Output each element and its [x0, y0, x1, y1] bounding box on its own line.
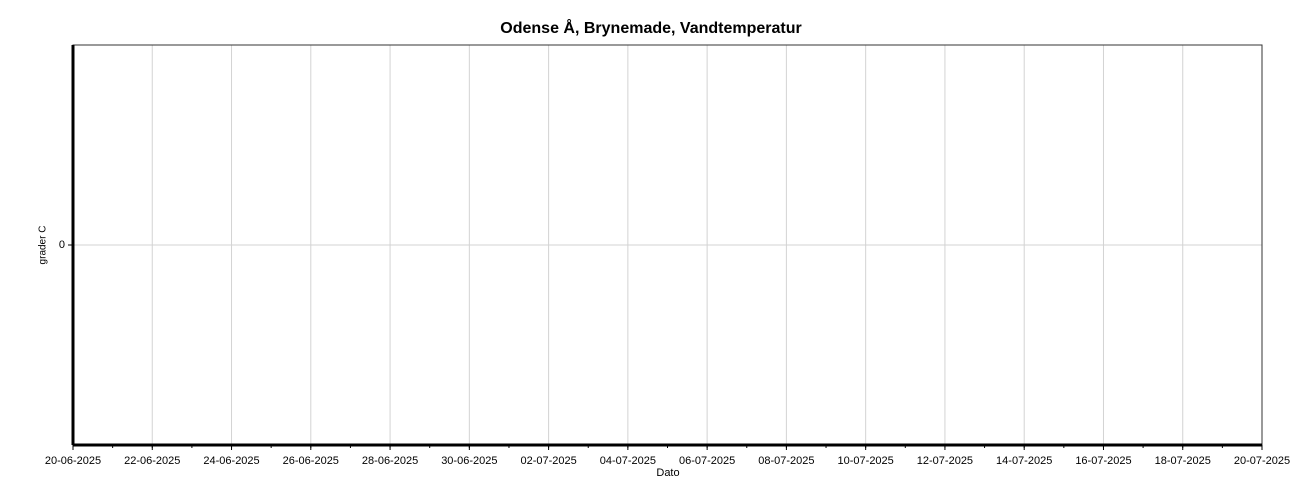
x-tick-label: 14-07-2025 [996, 455, 1052, 467]
x-tick-label: 22-06-2025 [124, 455, 180, 467]
x-tick-label: 18-07-2025 [1155, 455, 1211, 467]
x-axis-label: Dato [656, 467, 679, 479]
x-tick-label: 10-07-2025 [838, 455, 894, 467]
x-tick-label: 24-06-2025 [203, 455, 259, 467]
chart-title: Odense Å, Brynemade, Vandtemperatur [500, 18, 801, 37]
x-tick-label: 08-07-2025 [758, 455, 814, 467]
x-tick-label: 04-07-2025 [600, 455, 656, 467]
x-tick-label: 16-07-2025 [1075, 455, 1131, 467]
x-tick-label: 02-07-2025 [520, 455, 576, 467]
x-tick-label: 30-06-2025 [441, 455, 497, 467]
x-tick-label: 06-07-2025 [679, 455, 735, 467]
x-tick-label: 26-06-2025 [283, 455, 339, 467]
x-tick-label: 20-06-2025 [45, 455, 101, 467]
y-axis-label: grader C [38, 226, 49, 265]
grid [72, 45, 1263, 445]
x-tick-label: 12-07-2025 [917, 455, 973, 467]
y-tick-label: 0 [59, 239, 65, 251]
x-tick-label: 20-07-2025 [1234, 455, 1290, 467]
x-tick-label: 28-06-2025 [362, 455, 418, 467]
